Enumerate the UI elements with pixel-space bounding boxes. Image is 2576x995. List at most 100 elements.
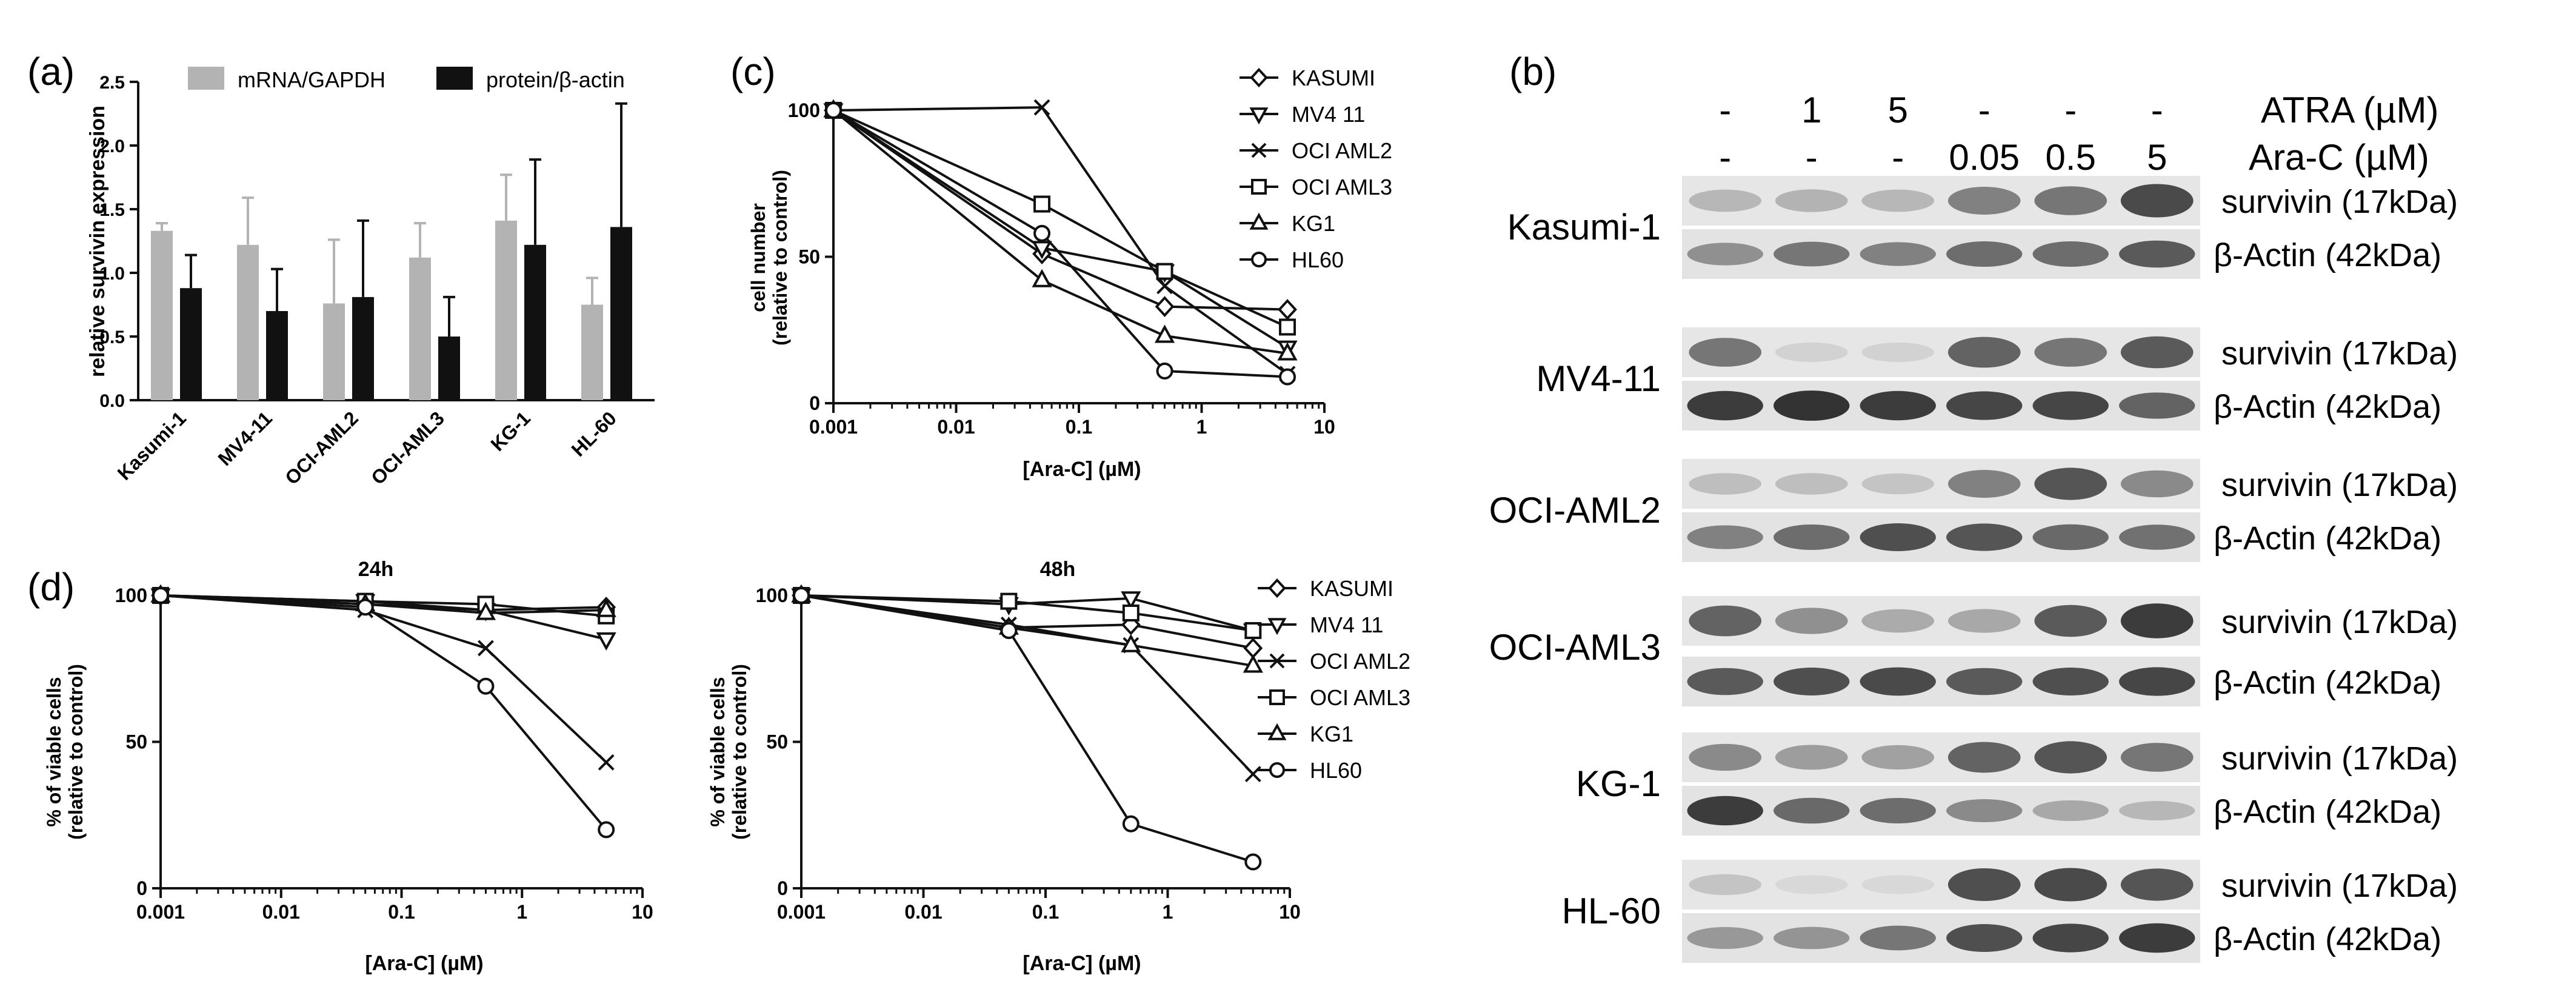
bar — [409, 257, 431, 400]
actin-band — [1860, 798, 1936, 823]
legend-label: HL60 — [1292, 247, 1344, 272]
y-tick-label: 100 — [115, 585, 147, 606]
survivin-band — [1947, 609, 2021, 633]
cell-line-label: MV4-11 — [1536, 358, 1661, 399]
survivin-band — [2120, 743, 2194, 772]
series-line — [832, 109, 1288, 355]
series-line — [160, 594, 607, 614]
survivin-strip — [1682, 596, 2200, 646]
survivin-band — [1947, 868, 2021, 902]
marker-circle — [825, 102, 842, 119]
arac-value: - — [1806, 137, 1818, 178]
survivin-band — [1775, 875, 1848, 894]
marker-diamond — [1243, 637, 1263, 659]
actin-label: β-Actin (42kDa) — [2214, 237, 2441, 273]
atra-value: 1 — [1801, 90, 1821, 130]
actin-label: β-Actin (42kDa) — [2214, 520, 2441, 557]
x-tick-label: Kasumi-1 — [113, 407, 190, 484]
marker-diamond — [1278, 299, 1297, 320]
panel-d-24h-ylabel-line2: (relative to control) — [65, 664, 87, 840]
legend-label: protein/β-actin — [486, 67, 625, 92]
survivin-band — [1689, 874, 1762, 896]
panel-b-western-blots: ATRA (µM) Ara-C (µM) - 1 5 - - - - - - 0.05 0.5 5 K… — [1489, 90, 2458, 963]
series-line — [832, 109, 1288, 378]
actin-band — [2032, 923, 2109, 953]
marker-triangle-down — [1121, 591, 1141, 610]
panel-d-48h-legend: KASUMI MV4 11 OCI AML2 OCI AML3 KG1 HL60 — [1258, 576, 1410, 783]
survivin-band — [1775, 189, 1848, 212]
panel-c-series — [823, 99, 1298, 386]
actin-band — [2119, 392, 2195, 419]
x-tick-label: KG-1 — [486, 407, 535, 455]
survivin-strip — [1682, 732, 2200, 782]
atra-value: - — [2064, 90, 2077, 130]
legend-label: OCI AML3 — [1310, 685, 1410, 710]
y-tick-label: 100 — [788, 99, 820, 121]
actin-strip — [1682, 913, 2200, 963]
bar — [323, 303, 345, 400]
atra-value: - — [2151, 90, 2163, 130]
arac-value: 5 — [2147, 137, 2167, 178]
panel-b-label: (b) — [1509, 50, 1557, 93]
legend-label: KG1 — [1292, 211, 1335, 236]
x-tick-label: 0.001 — [809, 416, 858, 438]
x-tick-label: 10 — [632, 901, 653, 923]
marker-triangle-up — [1154, 324, 1175, 343]
marker-square — [1033, 195, 1051, 213]
marker-triangle-down — [1267, 618, 1287, 635]
legend-label: mRNA/GAPDH — [238, 67, 385, 92]
legend-swatch — [436, 67, 473, 90]
actin-band — [2032, 391, 2109, 420]
actin-band — [1946, 668, 2023, 695]
marker-diamond — [1250, 67, 1268, 88]
arac-value: - — [1892, 137, 1904, 178]
survivin-band — [1775, 745, 1848, 770]
cell-line-label: KG-1 — [1576, 763, 1661, 804]
marker-square — [1279, 318, 1296, 336]
actin-label: β-Actin (42kDa) — [2214, 921, 2441, 957]
marker-x — [478, 640, 494, 657]
survivin-strip — [1682, 327, 2200, 377]
survivin-band — [2034, 467, 2107, 500]
actin-label: β-Actin (42kDa) — [2214, 665, 2441, 701]
survivin-band — [1861, 875, 1935, 894]
actin-band — [1774, 797, 1850, 824]
x-tick-label: OCI-AML3 — [367, 407, 449, 489]
actin-band — [1946, 391, 2023, 420]
actin-band — [1860, 925, 1936, 951]
panel-c-xlabel: [Ara-C] (µM) — [1023, 458, 1141, 481]
y-tick-label: 0.5 — [99, 327, 125, 347]
panel-c-legend: KASUMI MV4 11 OCI AML2 OCI AML3 KG1 HL60 — [1240, 65, 1392, 272]
legend-label: MV4 11 — [1310, 612, 1383, 637]
actin-strip — [1682, 229, 2200, 279]
actin-label: β-Actin (42kDa) — [2214, 389, 2441, 425]
x-tick-label: 1 — [516, 901, 527, 923]
series-line — [801, 594, 1253, 667]
actin-band — [1774, 668, 1850, 695]
series-line — [832, 109, 1289, 349]
actin-band — [1946, 924, 2023, 952]
actin-strip — [1682, 657, 2200, 706]
actin-band — [1860, 667, 1936, 696]
x-tick-label: 0.01 — [904, 901, 942, 923]
panel-a-bar-chart: 0.0 0.5 1.0 1.5 2.0 2.5 Kasumi-1 MV4-11 OCI-AML2… — [86, 67, 655, 489]
panel-d-24h-axes: 0 50 100 0.001 0.01 0.1 1 10 — [115, 585, 653, 923]
survivin-band — [1947, 187, 2021, 215]
survivin-band — [1861, 745, 1935, 770]
panel-b-blot-rows: Kasumi-1 survivin (17kDa) β-Actin (42kDa) M… — [1489, 176, 2458, 963]
marker-triangle-down — [596, 632, 616, 651]
legend-label: KASUMI — [1310, 576, 1393, 601]
legend-label: HL60 — [1310, 758, 1362, 783]
survivin-band — [1861, 473, 1935, 495]
survivin-band — [1689, 743, 1762, 771]
marker-square — [1251, 179, 1267, 195]
actin-band — [1860, 390, 1936, 421]
survivin-label: survivin (17kDa) — [2221, 740, 2458, 777]
actin-band — [1774, 241, 1850, 267]
x-tick-label: 10 — [1313, 416, 1335, 438]
survivin-band — [2120, 184, 2194, 218]
survivin-band — [1947, 742, 2021, 773]
marker-square — [1000, 592, 1018, 610]
marker-square — [1269, 689, 1285, 705]
